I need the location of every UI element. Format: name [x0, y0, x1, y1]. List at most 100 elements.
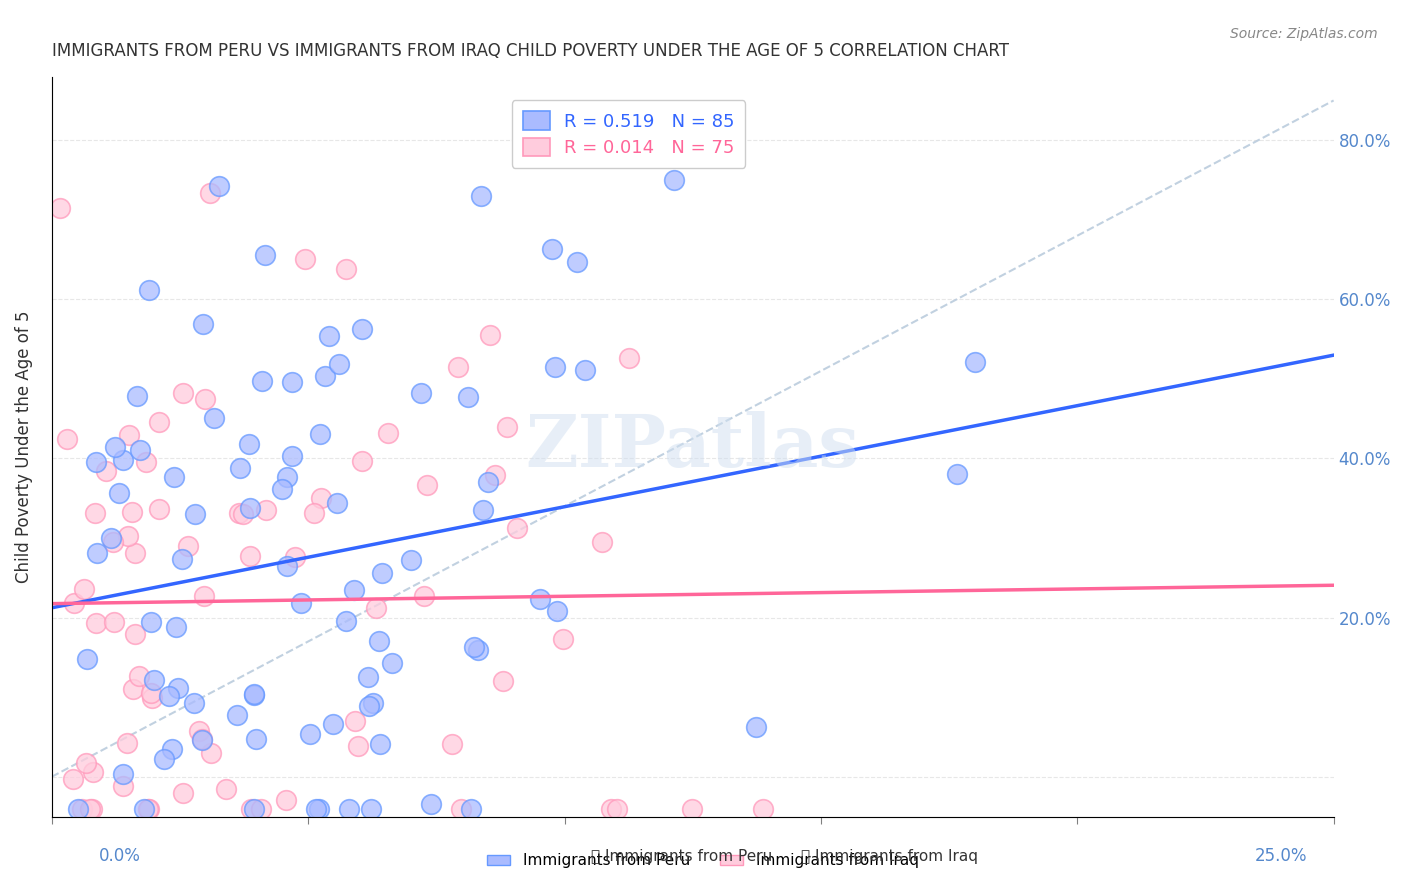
- Point: [467, 642, 489, 657]
- Point: [66, 801, 89, 815]
- Point: [157, 690, 180, 704]
- Point: [335, 262, 357, 277]
- Point: [76, 651, 98, 665]
- Point: [752, 801, 775, 815]
- Point: [172, 386, 194, 401]
- Point: [121, 506, 143, 520]
- Point: [118, 428, 141, 442]
- Point: [165, 620, 187, 634]
- Point: [243, 801, 266, 815]
- Point: [328, 357, 350, 371]
- Point: [250, 801, 273, 815]
- Point: [136, 801, 159, 815]
- Point: [745, 719, 768, 733]
- Point: [305, 801, 328, 815]
- Point: [274, 793, 297, 807]
- Point: [250, 374, 273, 388]
- Point: [420, 797, 443, 812]
- Point: [129, 443, 152, 458]
- Text: 25.0%: 25.0%: [1256, 847, 1308, 865]
- Point: [478, 327, 501, 342]
- Point: [309, 491, 332, 506]
- Point: [540, 242, 562, 256]
- Text: ZIPatlas: ZIPatlas: [526, 411, 859, 482]
- Point: [239, 500, 262, 515]
- Point: [122, 681, 145, 696]
- Point: [103, 535, 125, 549]
- Point: [457, 390, 479, 404]
- Point: [352, 454, 374, 468]
- Text: ⬛ Immigrants from Iraq: ⬛ Immigrants from Iraq: [801, 849, 979, 863]
- Point: [139, 686, 162, 700]
- Point: [111, 779, 134, 793]
- Point: [326, 496, 349, 510]
- Point: [111, 767, 134, 781]
- Point: [381, 656, 404, 670]
- Point: [450, 801, 472, 815]
- Point: [84, 507, 107, 521]
- Point: [82, 801, 104, 815]
- Point: [413, 589, 436, 603]
- Point: [148, 416, 170, 430]
- Point: [232, 507, 254, 521]
- Point: [370, 566, 392, 580]
- Point: [84, 454, 107, 468]
- Point: [606, 801, 628, 815]
- Point: [200, 746, 222, 760]
- Point: [153, 751, 176, 765]
- Point: [318, 328, 340, 343]
- Point: [347, 739, 370, 753]
- Point: [335, 614, 357, 628]
- Point: [302, 506, 325, 520]
- Point: [245, 731, 267, 746]
- Point: [239, 801, 262, 815]
- Point: [172, 552, 194, 566]
- Point: [254, 503, 277, 517]
- Point: [215, 781, 238, 796]
- Point: [662, 173, 685, 187]
- Point: [946, 467, 969, 482]
- Point: [127, 389, 149, 403]
- Point: [377, 426, 399, 441]
- Point: [276, 470, 298, 484]
- Point: [350, 322, 373, 336]
- Point: [243, 689, 266, 703]
- Point: [56, 432, 79, 446]
- Point: [229, 461, 252, 475]
- Point: [617, 351, 640, 365]
- Point: [441, 737, 464, 751]
- Point: [142, 673, 165, 687]
- Point: [343, 583, 366, 598]
- Point: [281, 375, 304, 389]
- Point: [276, 558, 298, 573]
- Text: Source: ZipAtlas.com: Source: ZipAtlas.com: [1230, 27, 1378, 41]
- Point: [138, 283, 160, 297]
- Point: [322, 717, 344, 731]
- Point: [172, 786, 194, 800]
- Point: [339, 801, 361, 815]
- Point: [314, 369, 336, 384]
- Point: [73, 582, 96, 596]
- Point: [108, 486, 131, 500]
- Point: [163, 469, 186, 483]
- Point: [460, 801, 482, 815]
- Point: [103, 615, 125, 630]
- Point: [551, 632, 574, 646]
- Point: [360, 801, 382, 815]
- Point: [965, 355, 987, 369]
- Point: [416, 478, 439, 492]
- Point: [117, 529, 139, 543]
- Point: [243, 687, 266, 701]
- Point: [546, 604, 568, 618]
- Point: [681, 801, 703, 815]
- Point: [599, 801, 621, 815]
- Point: [49, 201, 72, 215]
- Point: [399, 552, 422, 566]
- Point: [343, 714, 366, 728]
- Point: [124, 546, 146, 560]
- Point: [290, 596, 312, 610]
- Point: [188, 723, 211, 738]
- Point: [366, 601, 388, 615]
- Point: [238, 437, 260, 451]
- Point: [357, 670, 380, 684]
